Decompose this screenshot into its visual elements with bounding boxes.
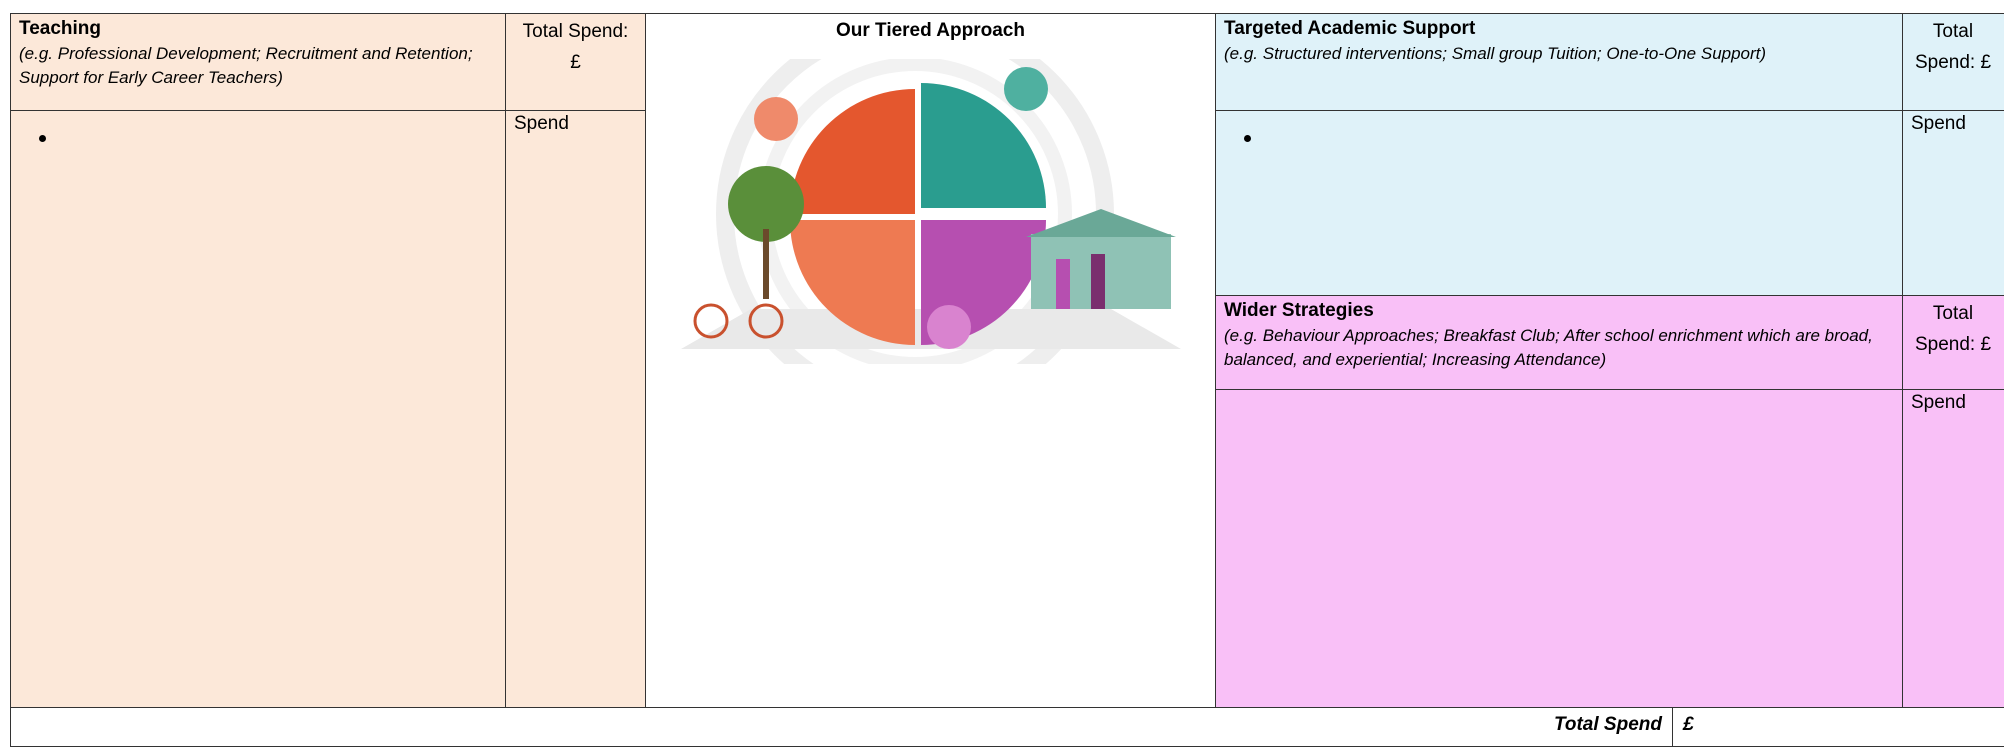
wider-total: Total Spend: £ [1902, 295, 2004, 390]
targeted-header: Targeted Academic Support (e.g. Structur… [1215, 13, 1903, 111]
child-figure [1091, 254, 1105, 309]
bullet [59, 125, 505, 151]
bullet [1264, 125, 1902, 151]
wider-title: Wider Strategies [1224, 300, 1374, 321]
spend-label: Spend [1911, 392, 1966, 413]
targeted-body [1215, 110, 1903, 296]
approach-panel: Our Tiered Approach [645, 13, 1216, 708]
quadrant [790, 89, 915, 214]
tiered-illustration [681, 59, 1181, 364]
bullet-list [1216, 125, 1902, 151]
targeted-total: Total Spend: £ [1902, 13, 2004, 111]
teaching-total: Total Spend: £ [505, 13, 646, 111]
spend-label: Spend [514, 113, 569, 134]
bicycle-wheel [693, 303, 729, 339]
teaching-title: Teaching [19, 18, 101, 39]
wider-subtitle: (e.g. Behaviour Approaches; Breakfast Cl… [1224, 326, 1873, 369]
bullet-list [11, 125, 505, 151]
wider-header: Wider Strategies (e.g. Behaviour Approac… [1215, 295, 1903, 390]
targeted-subtitle: (e.g. Structured interventions; Small gr… [1224, 44, 1767, 63]
school-roof [1026, 209, 1176, 237]
total-label: Total Spend: £ [522, 21, 629, 73]
quadrant [790, 220, 915, 345]
teaching-body [10, 110, 506, 708]
footer-value: £ [1683, 714, 1694, 735]
wider-spend: Spend [1902, 389, 2004, 708]
approach-title: Our Tiered Approach [836, 20, 1025, 41]
pin-icon [1004, 67, 1048, 111]
footer-label-cell: Total Spend [10, 707, 1673, 747]
wider-body [1215, 389, 1903, 708]
targeted-title: Targeted Academic Support [1224, 18, 1476, 39]
pin-icon [927, 305, 971, 349]
total-label: Total Spend: £ [1914, 21, 1992, 73]
teaching-subtitle: (e.g. Professional Development; Recruitm… [19, 44, 473, 87]
bicycle-wheel [748, 303, 784, 339]
total-label: Total Spend: £ [1914, 303, 1992, 355]
tree-trunk [763, 229, 769, 299]
child-figure [1056, 259, 1070, 309]
footer-label: Total Spend [1553, 714, 1662, 735]
spend-label: Spend [1911, 113, 1966, 134]
pin-icon [754, 97, 798, 141]
footer-value-cell: £ [1672, 707, 2004, 747]
teaching-header: Teaching (e.g. Professional Development;… [10, 13, 506, 111]
tree [728, 166, 804, 242]
targeted-spend: Spend [1902, 110, 2004, 296]
quadrant [921, 83, 1046, 208]
teaching-spend: Spend [505, 110, 646, 708]
